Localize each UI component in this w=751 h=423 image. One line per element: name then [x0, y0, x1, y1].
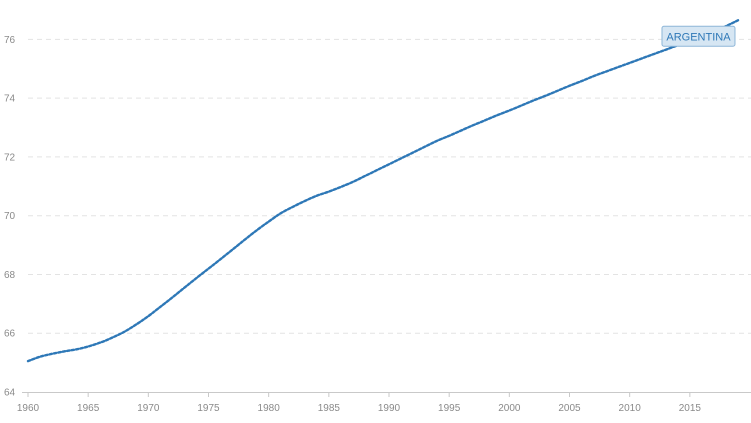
y-tick-label: 76	[4, 35, 16, 46]
y-tick-label: 68	[4, 270, 16, 281]
x-tick-label: 1970	[137, 403, 160, 414]
x-tick-label: 1960	[17, 403, 40, 414]
x-tick-label: 1990	[378, 403, 401, 414]
series-tag-layer[interactable]: ARGENTINA	[661, 25, 736, 47]
x-tick-label: 2015	[679, 403, 702, 414]
series-layer	[26, 19, 740, 363]
x-tick-label: 2000	[498, 403, 521, 414]
y-tick-label: 64	[4, 388, 16, 399]
grid-lines	[28, 38, 751, 334]
x-tick-label: 1965	[77, 403, 100, 414]
series-line-argentina[interactable]	[26, 19, 740, 363]
y-axis: 64 66 68 70 72 74 76	[4, 35, 16, 399]
x-tick-label: 1985	[318, 403, 341, 414]
y-tick-label: 72	[4, 152, 16, 163]
series-tag[interactable]: ARGENTINA	[661, 25, 736, 47]
x-tick-label: 2005	[558, 403, 581, 414]
series-tag-label: ARGENTINA	[666, 31, 731, 43]
x-tick-label: 1975	[197, 403, 220, 414]
series-tag-box	[661, 25, 736, 47]
x-tick-label: 1980	[258, 403, 281, 414]
y-tick-label: 70	[4, 211, 16, 222]
y-tick-label: 74	[4, 94, 16, 105]
x-axis: 1960 1965 1970 1975 1980 1985 1990 1995 2000 2005…	[17, 392, 751, 414]
x-tick-label: 2010	[619, 403, 642, 414]
y-tick-label: 66	[4, 329, 16, 340]
x-tick-label: 1995	[438, 403, 461, 414]
